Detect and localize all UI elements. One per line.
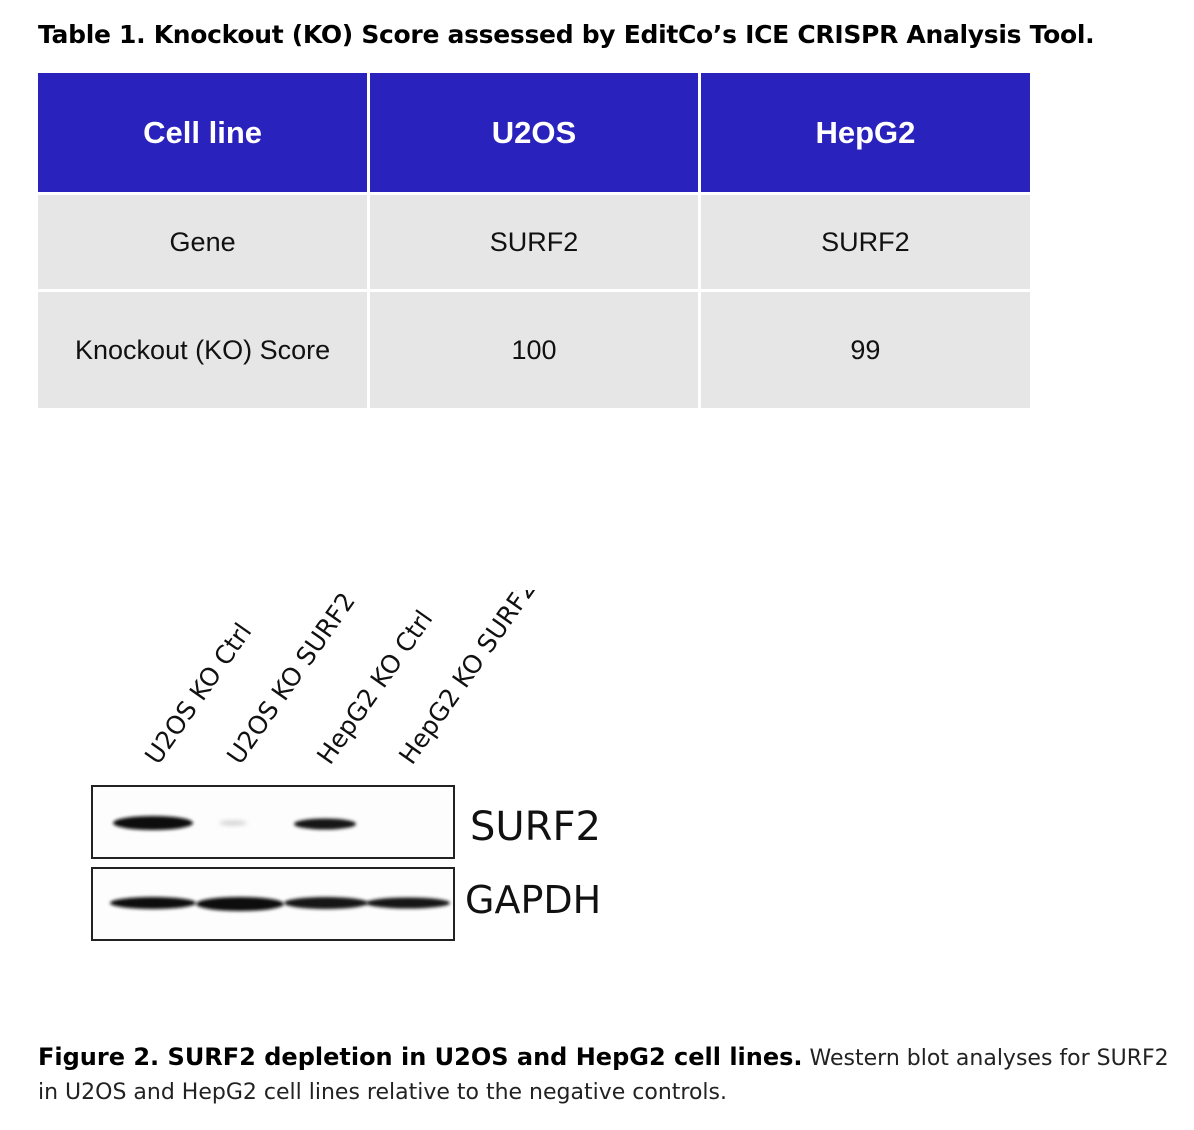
row-label-ko-score: Knockout (KO) Score	[38, 289, 371, 408]
gapdh-band-lane-4	[366, 897, 450, 909]
cell-gene-hepg2: SURF2	[699, 192, 1030, 291]
cell-gene-u2os: SURF2	[368, 192, 701, 291]
band-label-gapdh: GAPDH	[465, 878, 601, 922]
table-row: Gene SURF2 SURF2	[38, 192, 1030, 291]
gapdh-band-lane-2	[196, 897, 284, 911]
table-title: Table 1. Knockout (KO) Score assessed by…	[38, 20, 1095, 49]
caption-title: Figure 2. SURF2 depletion in U2OS and He…	[38, 1043, 803, 1071]
cell-score-u2os: 100	[368, 289, 701, 408]
gapdh-band-lane-1	[110, 897, 196, 909]
table-row: Knockout (KO) Score 100 99	[38, 289, 1030, 408]
ko-score-table: Cell line U2OS HepG2 Gene SURF2 SURF2 Kn…	[38, 73, 1030, 408]
table-header-row: Cell line U2OS HepG2	[38, 73, 1030, 194]
header-cell-line: Cell line	[38, 73, 371, 194]
header-u2os: U2OS	[368, 73, 701, 194]
surf2-band-lane-3	[294, 818, 356, 830]
row-label-gene: Gene	[38, 192, 371, 291]
surf2-band-lane-1	[113, 816, 193, 830]
band-label-surf2: SURF2	[470, 804, 601, 850]
caption-text: Western blot analyses for SURF2 in U2OS …	[38, 1046, 1169, 1105]
surf2-band-lane-2	[219, 821, 247, 825]
header-hepg2: HepG2	[699, 73, 1030, 194]
cell-score-hepg2: 99	[699, 289, 1030, 408]
western-blot-figure: U2OS KO Ctrl U2OS KO SURF2 HepG2 KO Ctrl…	[91, 590, 601, 941]
gapdh-band-lane-3	[284, 897, 368, 909]
figure-caption: Figure 2. SURF2 depletion in U2OS and He…	[38, 1040, 1178, 1110]
